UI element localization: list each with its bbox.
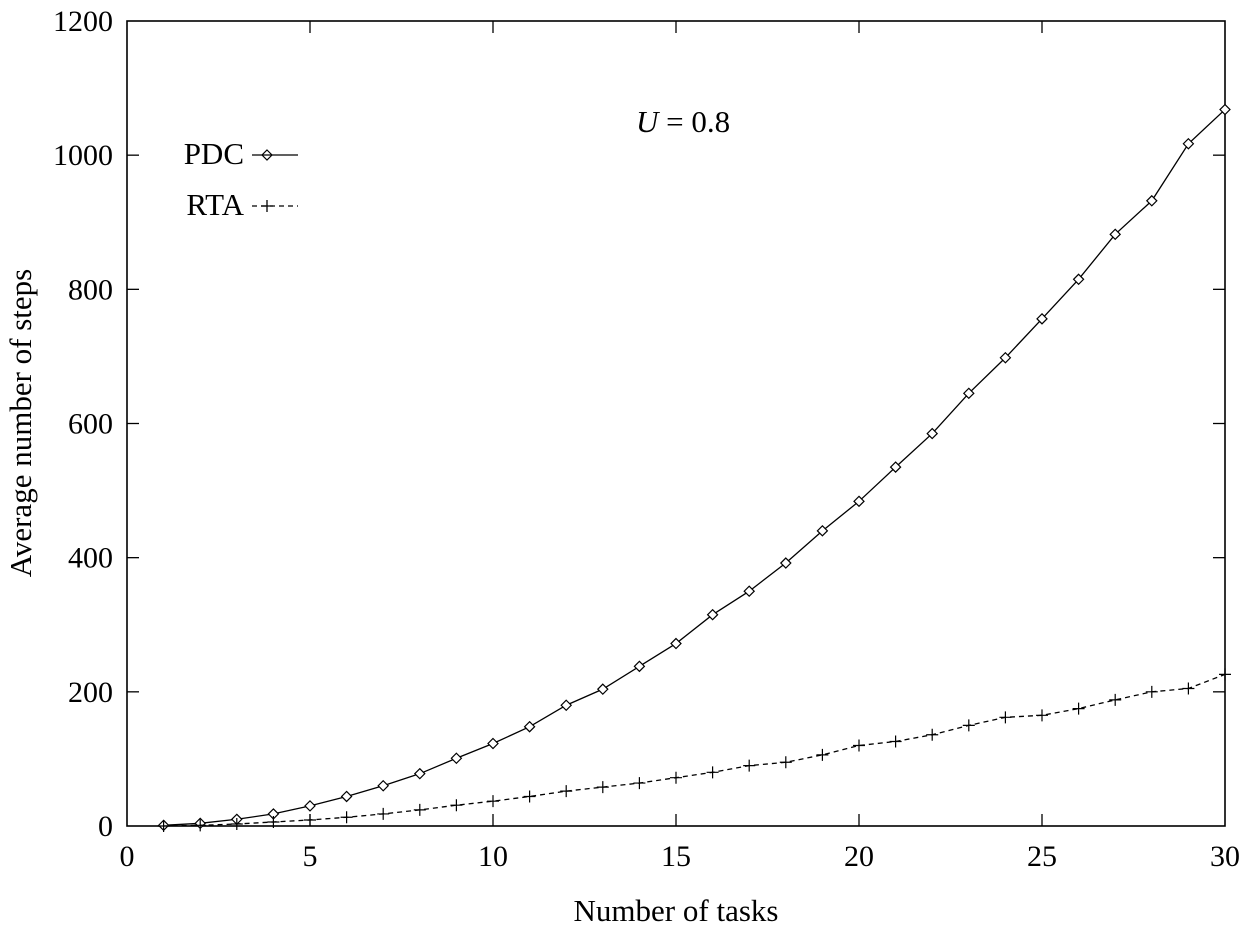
data-point-pdc [450,752,463,765]
data-point-rta [1109,693,1122,706]
data-point-rta [999,711,1012,724]
data-point-rta [450,799,463,812]
x-tick-label: 0 [120,840,135,873]
y-tick-label: 200 [68,676,113,709]
plot-frame [126,20,1226,827]
data-point-pdc [1182,137,1195,150]
y-tick-label: 0 [98,810,113,843]
data-point-rta [340,811,353,824]
y-tick-label: 800 [68,273,113,306]
x-axis-label: Number of tasks [574,893,779,928]
data-point-pdc [633,660,646,673]
legend-item-rta: RTA [186,187,298,222]
x-tick-label: 20 [844,840,874,873]
data-point-pdc [340,790,353,803]
data-point-pdc [560,699,573,712]
y-tick-label: 1200 [53,5,113,38]
data-point-rta [157,820,170,832]
annotation-value: = 0.8 [658,104,730,139]
data-point-pdc [1219,103,1231,116]
data-point-rta [194,819,207,832]
data-point-pdc [670,637,682,650]
data-point-pdc [853,495,865,508]
data-point-rta [926,728,939,741]
legend-marker-pdc [261,149,273,161]
data-point-rta [779,756,792,769]
data-point-pdc [816,524,829,537]
axis-ticks: 0 5 10 15 20 25 30 0 200 400 600 800 1000 1200 [53,5,1240,873]
data-point-rta [413,803,426,816]
data-point-rta [962,719,975,732]
data-point-rta [1036,709,1048,722]
data-point-rta [560,785,573,798]
legend-label-rta: RTA [186,187,244,222]
data-point-pdc [779,557,792,569]
data-point-rta [230,817,243,830]
data-point-rta [377,807,390,820]
y-tick-label: 600 [68,408,113,441]
data-point-rta [1072,702,1085,715]
legend-marker-rta [261,200,273,212]
x-tick-label: 5 [303,840,318,873]
data-point-pdc [1036,313,1048,325]
legend: PDC RTA [184,136,298,222]
x-tick-label: 30 [1210,840,1240,873]
data-point-rta [743,759,756,772]
y-tick-label: 400 [68,542,113,575]
data-point-rta [816,748,829,761]
data-point-rta [889,735,902,748]
y-axis-label: Average number of steps [3,269,38,577]
data-point-pdc [706,608,719,621]
data-point-pdc [596,683,609,695]
data-point-pdc [1145,194,1158,207]
data-point-rta [853,739,865,752]
y-tick-label: 1000 [53,139,113,172]
series-line-pdc [163,109,1226,826]
data-point-pdc [926,427,939,440]
data-point-rta [670,771,682,784]
series-line-rta [163,673,1226,827]
annotation-variable: U [636,104,661,139]
legend-item-pdc: PDC [184,136,298,171]
data-point-rta [596,781,609,794]
data-point-pdc [413,767,426,780]
data-point-rta [633,777,646,790]
data-point-rta [304,813,316,826]
x-tick-label: 15 [661,840,691,873]
data-point-pdc [377,779,390,792]
data-point-rta [1182,682,1195,695]
data-point-rta [487,795,499,808]
data-point-rta [1219,668,1231,681]
data-point-pdc [1109,228,1122,241]
x-tick-label: 25 [1027,840,1057,873]
legend-label-pdc: PDC [184,136,244,171]
data-point-rta [523,790,536,803]
data-point-pdc [304,800,316,812]
data-point-pdc [962,387,975,400]
data-point-pdc [1072,273,1085,286]
data-point-pdc [523,720,536,733]
data-point-pdc [889,461,902,473]
data-point-rta [706,766,719,779]
data-point-rta [1145,685,1158,698]
utilization-annotation: U = 0.8 [636,104,730,139]
data-point-pdc [487,737,499,750]
data-point-pdc [999,351,1012,364]
x-tick-label: 10 [478,840,508,873]
series-layer [157,103,1231,832]
data-point-rta [267,815,280,828]
data-point-pdc [743,585,756,598]
